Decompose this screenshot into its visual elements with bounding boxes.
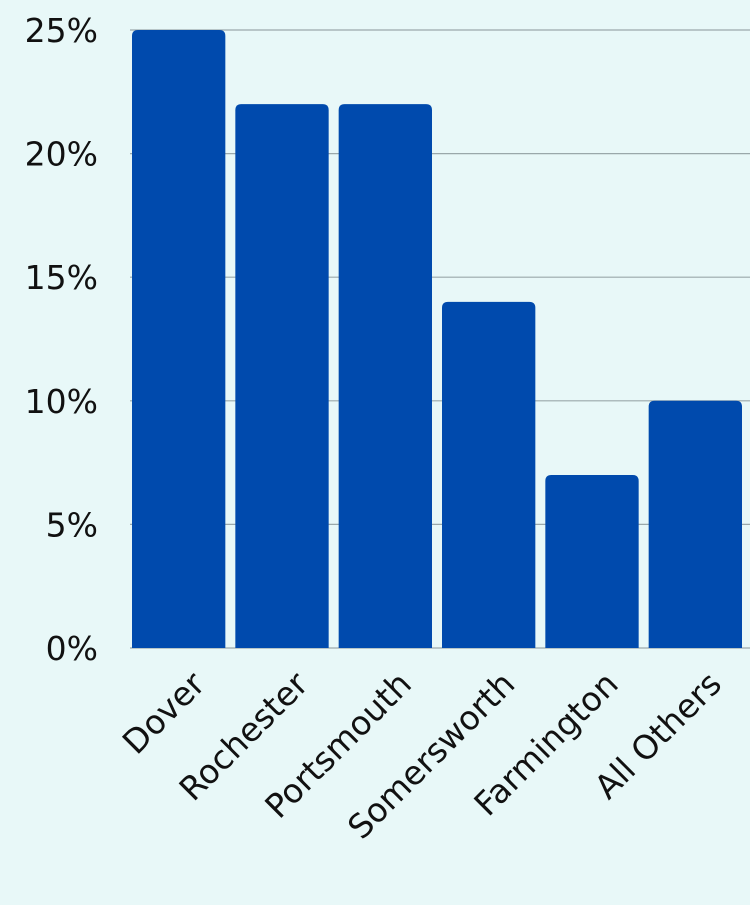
y-tick-label: 0% (46, 629, 98, 668)
bar-dover (132, 30, 226, 648)
bar-portsmouth (338, 104, 432, 648)
y-tick-label: 15% (25, 258, 98, 297)
bar-rochester (235, 104, 329, 648)
grid-lines (130, 29, 750, 649)
bar-all-others (648, 400, 742, 648)
y-tick-label: 25% (25, 11, 98, 50)
bars (132, 30, 742, 648)
x-axis: DoverRochesterPortsmouthSomersworthFarmi… (115, 664, 729, 847)
y-tick-label: 5% (46, 505, 98, 544)
bar-farmington (545, 474, 639, 648)
x-tick-label: Dover (115, 664, 213, 762)
y-axis: 0% 5% 10% 15% 20% 25% (25, 11, 98, 668)
y-tick-label: 10% (25, 382, 98, 421)
bar-somersworth (442, 301, 536, 648)
y-tick-label: 20% (25, 135, 98, 174)
